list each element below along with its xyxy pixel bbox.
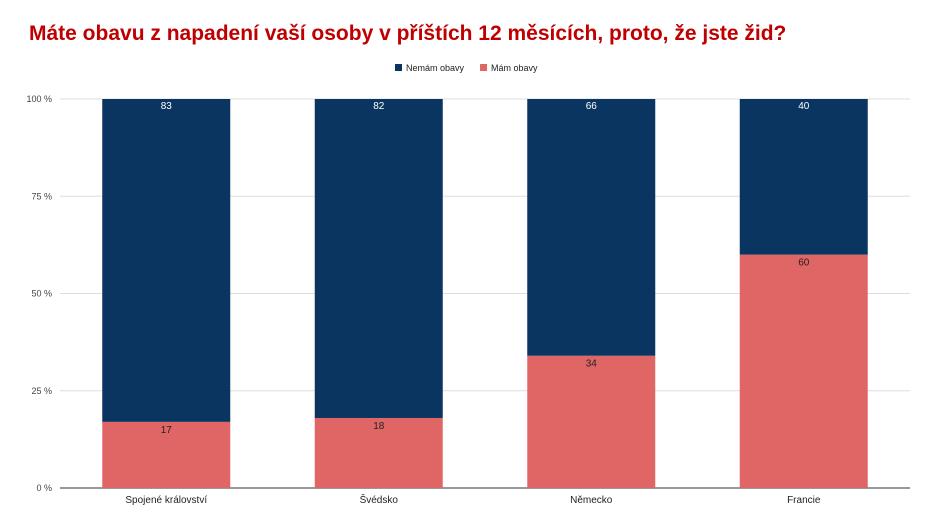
y-tick-label: 0 % bbox=[36, 483, 52, 493]
bar-nemam-obavy bbox=[739, 99, 868, 255]
bar-mam-obavy bbox=[739, 254, 868, 488]
bar-nemam-obavy bbox=[527, 99, 656, 356]
bar-nemam-obavy bbox=[314, 99, 443, 418]
bar-nemam-obavy bbox=[102, 99, 231, 422]
legend-swatch bbox=[395, 64, 402, 71]
bar-mam-obavy bbox=[102, 421, 231, 488]
y-tick-label: 100 % bbox=[26, 94, 52, 104]
legend-label: Mám obavy bbox=[491, 63, 538, 73]
x-category-label: Švédsko bbox=[360, 493, 399, 506]
data-label: 66 bbox=[586, 101, 598, 112]
chart-title: Máte obavu z napadení vaší osoby v příšt… bbox=[29, 22, 787, 45]
data-label: 17 bbox=[161, 425, 173, 436]
x-category-label: Spojené království bbox=[125, 495, 207, 506]
y-tick-label: 25 % bbox=[31, 386, 52, 396]
x-category-label: Německo bbox=[570, 495, 613, 506]
bar-mam-obavy bbox=[314, 417, 443, 488]
legend-swatch bbox=[480, 64, 488, 71]
bar-mam-obavy bbox=[527, 355, 656, 488]
x-category-label: Francie bbox=[787, 495, 821, 506]
y-tick-label: 75 % bbox=[31, 191, 52, 201]
data-label: 60 bbox=[798, 258, 810, 269]
data-label: 40 bbox=[798, 101, 810, 112]
data-label: 34 bbox=[586, 359, 598, 370]
data-label: 18 bbox=[373, 421, 385, 432]
data-label: 83 bbox=[161, 101, 173, 112]
y-tick-label: 50 % bbox=[31, 289, 52, 299]
data-label: 82 bbox=[373, 101, 385, 112]
legend-label: Nemám obavy bbox=[406, 63, 465, 73]
